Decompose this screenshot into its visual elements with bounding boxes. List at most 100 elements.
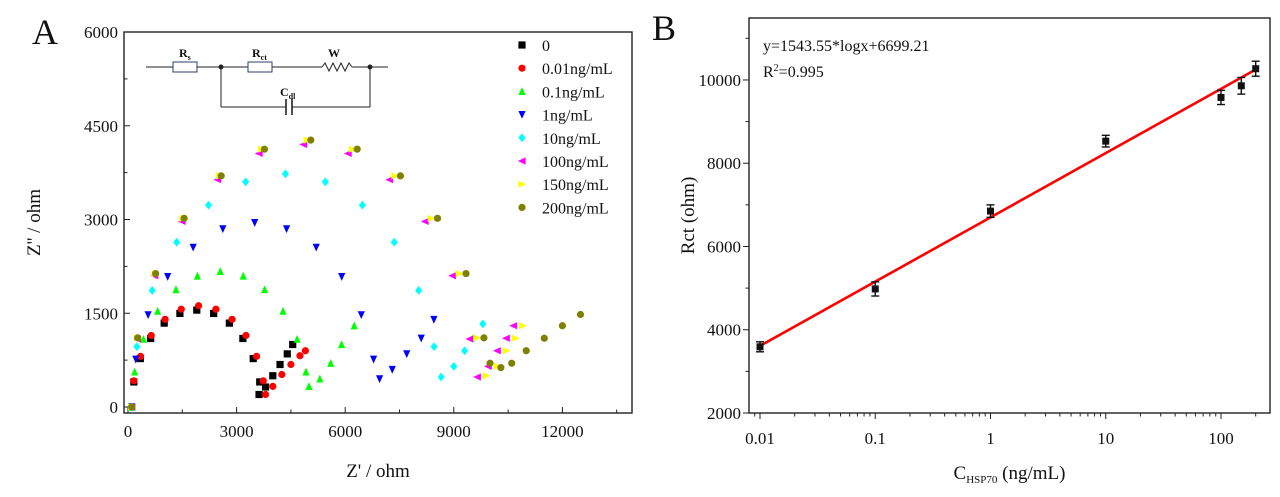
data-point [242, 177, 250, 187]
data-point [261, 390, 270, 399]
data-point [189, 243, 197, 252]
data-point [403, 350, 411, 359]
data-point [279, 306, 287, 315]
data-point-group [1101, 134, 1110, 148]
data-point [305, 382, 313, 390]
circuit-label: W [328, 46, 340, 60]
data-point [259, 377, 267, 385]
data-point [462, 269, 470, 278]
data-point [139, 334, 148, 343]
data-point [415, 286, 423, 295]
resistor-rct [247, 61, 273, 73]
data-point [147, 331, 155, 340]
data-point [375, 375, 384, 384]
data-point [391, 172, 400, 180]
data-point [1102, 137, 1110, 145]
data-point [255, 390, 263, 399]
data-point [261, 285, 269, 294]
data-point [509, 322, 518, 330]
data-point [289, 340, 297, 349]
x-tick-label: 10 [1097, 429, 1114, 448]
x-axis-label-subscript: HSP70 [966, 474, 998, 486]
data-point [522, 347, 530, 355]
r-squared: R2=0.995 [763, 63, 824, 81]
data-point [427, 214, 436, 222]
legend-marker [517, 157, 526, 165]
data-point [177, 305, 185, 313]
x-tick-label: 9000 [437, 422, 471, 441]
circuit-label: Rs [179, 46, 191, 62]
data-point [217, 172, 225, 180]
data-point [337, 340, 346, 349]
y-tick-label: 4500 [84, 117, 118, 136]
series-3 [128, 219, 438, 412]
y-tick-label: 6000 [84, 23, 118, 42]
data-point [260, 145, 269, 153]
data-point [276, 360, 284, 369]
circuit-subscript: ct [261, 53, 268, 62]
legend-label: 100ng/mL [542, 154, 609, 171]
data-point-group [1217, 89, 1225, 106]
r-squared-symbol: R [763, 64, 774, 81]
data-point [430, 315, 438, 324]
data-point [161, 315, 169, 323]
legend-label: 150ng/mL [542, 177, 609, 194]
data-point [281, 169, 290, 179]
data-point [358, 200, 366, 210]
data-point [388, 365, 396, 374]
series-7 [128, 136, 585, 411]
x-axis-label-main: C [954, 463, 967, 484]
data-point [193, 271, 201, 280]
legend-label: 1ng/mL [542, 108, 593, 125]
data-point [296, 352, 304, 360]
data-point [338, 273, 346, 281]
data-point [430, 342, 438, 352]
data-point [558, 322, 567, 330]
data-point [212, 305, 220, 313]
data-point [130, 377, 138, 385]
y-tick-label: 2000 [707, 404, 741, 423]
series-1 [128, 302, 309, 411]
data-point [216, 267, 224, 275]
data-point [194, 302, 203, 310]
data-point [283, 350, 291, 358]
data-point [261, 383, 270, 391]
data-point [180, 214, 188, 222]
data-point [225, 319, 233, 327]
data-point [756, 343, 764, 351]
data-point [369, 355, 378, 364]
data-point [210, 309, 218, 318]
data-point [173, 237, 181, 247]
data-point-group [986, 204, 995, 219]
legend-marker [518, 111, 526, 119]
x-tick-label: 0 [124, 422, 133, 441]
y-axis-label: Rct (ohm) [678, 177, 699, 255]
circuit-subscript: dl [289, 92, 296, 101]
legend: 0 0.01ng/mL 0.1ng/mL 1ng/mL 10ng/mL 100ng/mL 1… [517, 38, 613, 217]
data-point [353, 145, 361, 153]
data-point [278, 370, 286, 379]
data-point [465, 335, 474, 343]
panel-label: B [652, 8, 676, 48]
data-point [502, 334, 510, 342]
data-point [228, 315, 236, 323]
data-point [269, 372, 277, 380]
data-point-group [1237, 76, 1246, 95]
data-point [242, 331, 250, 340]
data-point [461, 346, 469, 356]
data-point [420, 217, 429, 226]
legend-label: 0.1ng/mL [542, 84, 605, 101]
data-point [576, 310, 585, 319]
legend-marker [518, 133, 526, 143]
data-point [148, 286, 156, 295]
data-point [307, 136, 315, 144]
data-point [540, 334, 548, 342]
data-point [508, 359, 516, 367]
circuit-symbol: C [280, 85, 289, 99]
data-point [1217, 93, 1225, 101]
data-point [448, 272, 457, 280]
node [367, 64, 373, 70]
data-point [455, 269, 464, 278]
data-point [479, 319, 487, 329]
x-tick-label: 12000 [541, 422, 584, 441]
